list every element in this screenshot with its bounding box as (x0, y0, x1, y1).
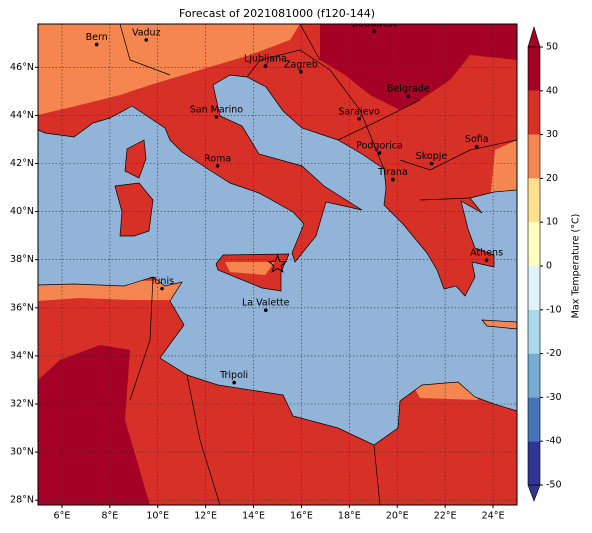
city-label: Athens (470, 248, 503, 259)
lat-tick-label: 32°N (10, 398, 34, 409)
colorbar-band (528, 353, 540, 398)
colorbar-tick-label: 50 (546, 42, 558, 53)
lon-tick-label: 10°E (146, 511, 169, 522)
colorbar-band (528, 47, 540, 91)
map-frame (37, 23, 518, 506)
lon-tick-label: 22°E (434, 511, 457, 522)
band-fill (320, 24, 517, 110)
city-label: La Valette (242, 298, 290, 309)
city-label: Budapest (352, 19, 397, 30)
lon-tick-label: 14°E (242, 511, 265, 522)
colorbar-band (528, 134, 540, 179)
colorbar-band (528, 309, 540, 354)
lon-tick-label: 6°E (54, 511, 71, 522)
city-label: Sofia (465, 134, 489, 145)
colorbar-tick-label: 0 (546, 261, 552, 272)
city-label: Bern (86, 32, 108, 43)
city-label: Belgrade (387, 84, 430, 95)
lat-tick-label: 40°N (10, 206, 34, 217)
city-dot (299, 70, 303, 74)
colorbar-band (528, 266, 540, 310)
city-dot (215, 164, 220, 168)
colorbar-extend-top (527, 25, 541, 48)
city-dot (263, 308, 268, 312)
city-dot (429, 161, 434, 166)
city-dot (372, 29, 377, 34)
city-dot (377, 151, 382, 155)
colorbar-tick-label: 10 (546, 217, 558, 228)
city-dot (263, 64, 268, 68)
colorbar-band (528, 178, 540, 223)
city-dot (144, 38, 149, 42)
city-label: Zagreb (284, 59, 318, 70)
lon-tick-label: 8°E (101, 511, 118, 522)
colorbar-tick-label: -50 (546, 480, 562, 491)
city-dot (160, 286, 164, 291)
forecast-point-star (267, 254, 288, 273)
city-label: Roma (204, 153, 231, 164)
lat-tick-label: 34°N (10, 350, 34, 361)
colorbar-tick-label: 40 (546, 85, 558, 96)
colorbar: -50 -40 -30 -20 -10 0 10 20 30 40 50 (527, 25, 562, 502)
band-fill (38, 345, 150, 505)
band-fill (38, 280, 185, 301)
city-label: Podgorica (356, 140, 403, 151)
city-label: Skopje (416, 151, 448, 162)
lon-tick-label: 16°E (290, 511, 313, 522)
lat-tick-label: 46°N (10, 62, 34, 73)
lat-tick-label: 30°N (10, 447, 34, 458)
colorbar-extend-bottom (527, 484, 541, 502)
colorbar-tick-label: 30 (546, 129, 558, 140)
city-dot (214, 115, 219, 119)
colorbar-tick-label: -10 (546, 304, 562, 315)
city-label: San Marino (190, 104, 243, 115)
city-dot (474, 144, 479, 149)
lat-tick-label: 28°N (10, 495, 34, 506)
lat-tick-label: 38°N (10, 254, 34, 265)
colorbar-band (528, 397, 540, 442)
colorbar-label: Max Temperature (°C) (571, 214, 582, 319)
city-label: Tunis (149, 276, 174, 287)
city-dot (357, 116, 361, 121)
city-dot (391, 177, 395, 182)
city-label: Vaduz (132, 27, 161, 38)
colorbar-tick-label: -20 (546, 348, 562, 359)
band-fill (225, 262, 275, 275)
colorbar-tick-label: 20 (546, 173, 558, 184)
city-dot (484, 258, 489, 262)
band-fill (38, 24, 300, 115)
city-label: Sarajevo (338, 106, 380, 117)
lon-tick-label: 12°E (194, 511, 217, 522)
city-dot (232, 380, 236, 385)
city-dot (94, 42, 99, 47)
colorbar-tick-label: -40 (546, 436, 562, 447)
city-label: Tirana (377, 167, 408, 178)
city-label: Ljubljana (244, 54, 287, 65)
lon-tick-label: 18°E (338, 511, 361, 522)
lat-tick-label: 42°N (10, 158, 34, 169)
lon-tick-label: 20°E (386, 511, 409, 522)
colorbar-band (528, 441, 540, 485)
lon-tick-label: 24°E (482, 511, 505, 522)
colorbar-band (528, 90, 540, 135)
lat-tick-label: 36°N (10, 302, 34, 313)
colorbar-band (528, 222, 540, 266)
city-dot (406, 94, 411, 98)
colorbar-tick-label: -30 (546, 392, 562, 403)
city-label: Tripoli (219, 370, 248, 381)
map-title: Forecast of 2021081000 (f120-144) (179, 7, 375, 20)
lat-tick-label: 44°N (10, 110, 34, 121)
